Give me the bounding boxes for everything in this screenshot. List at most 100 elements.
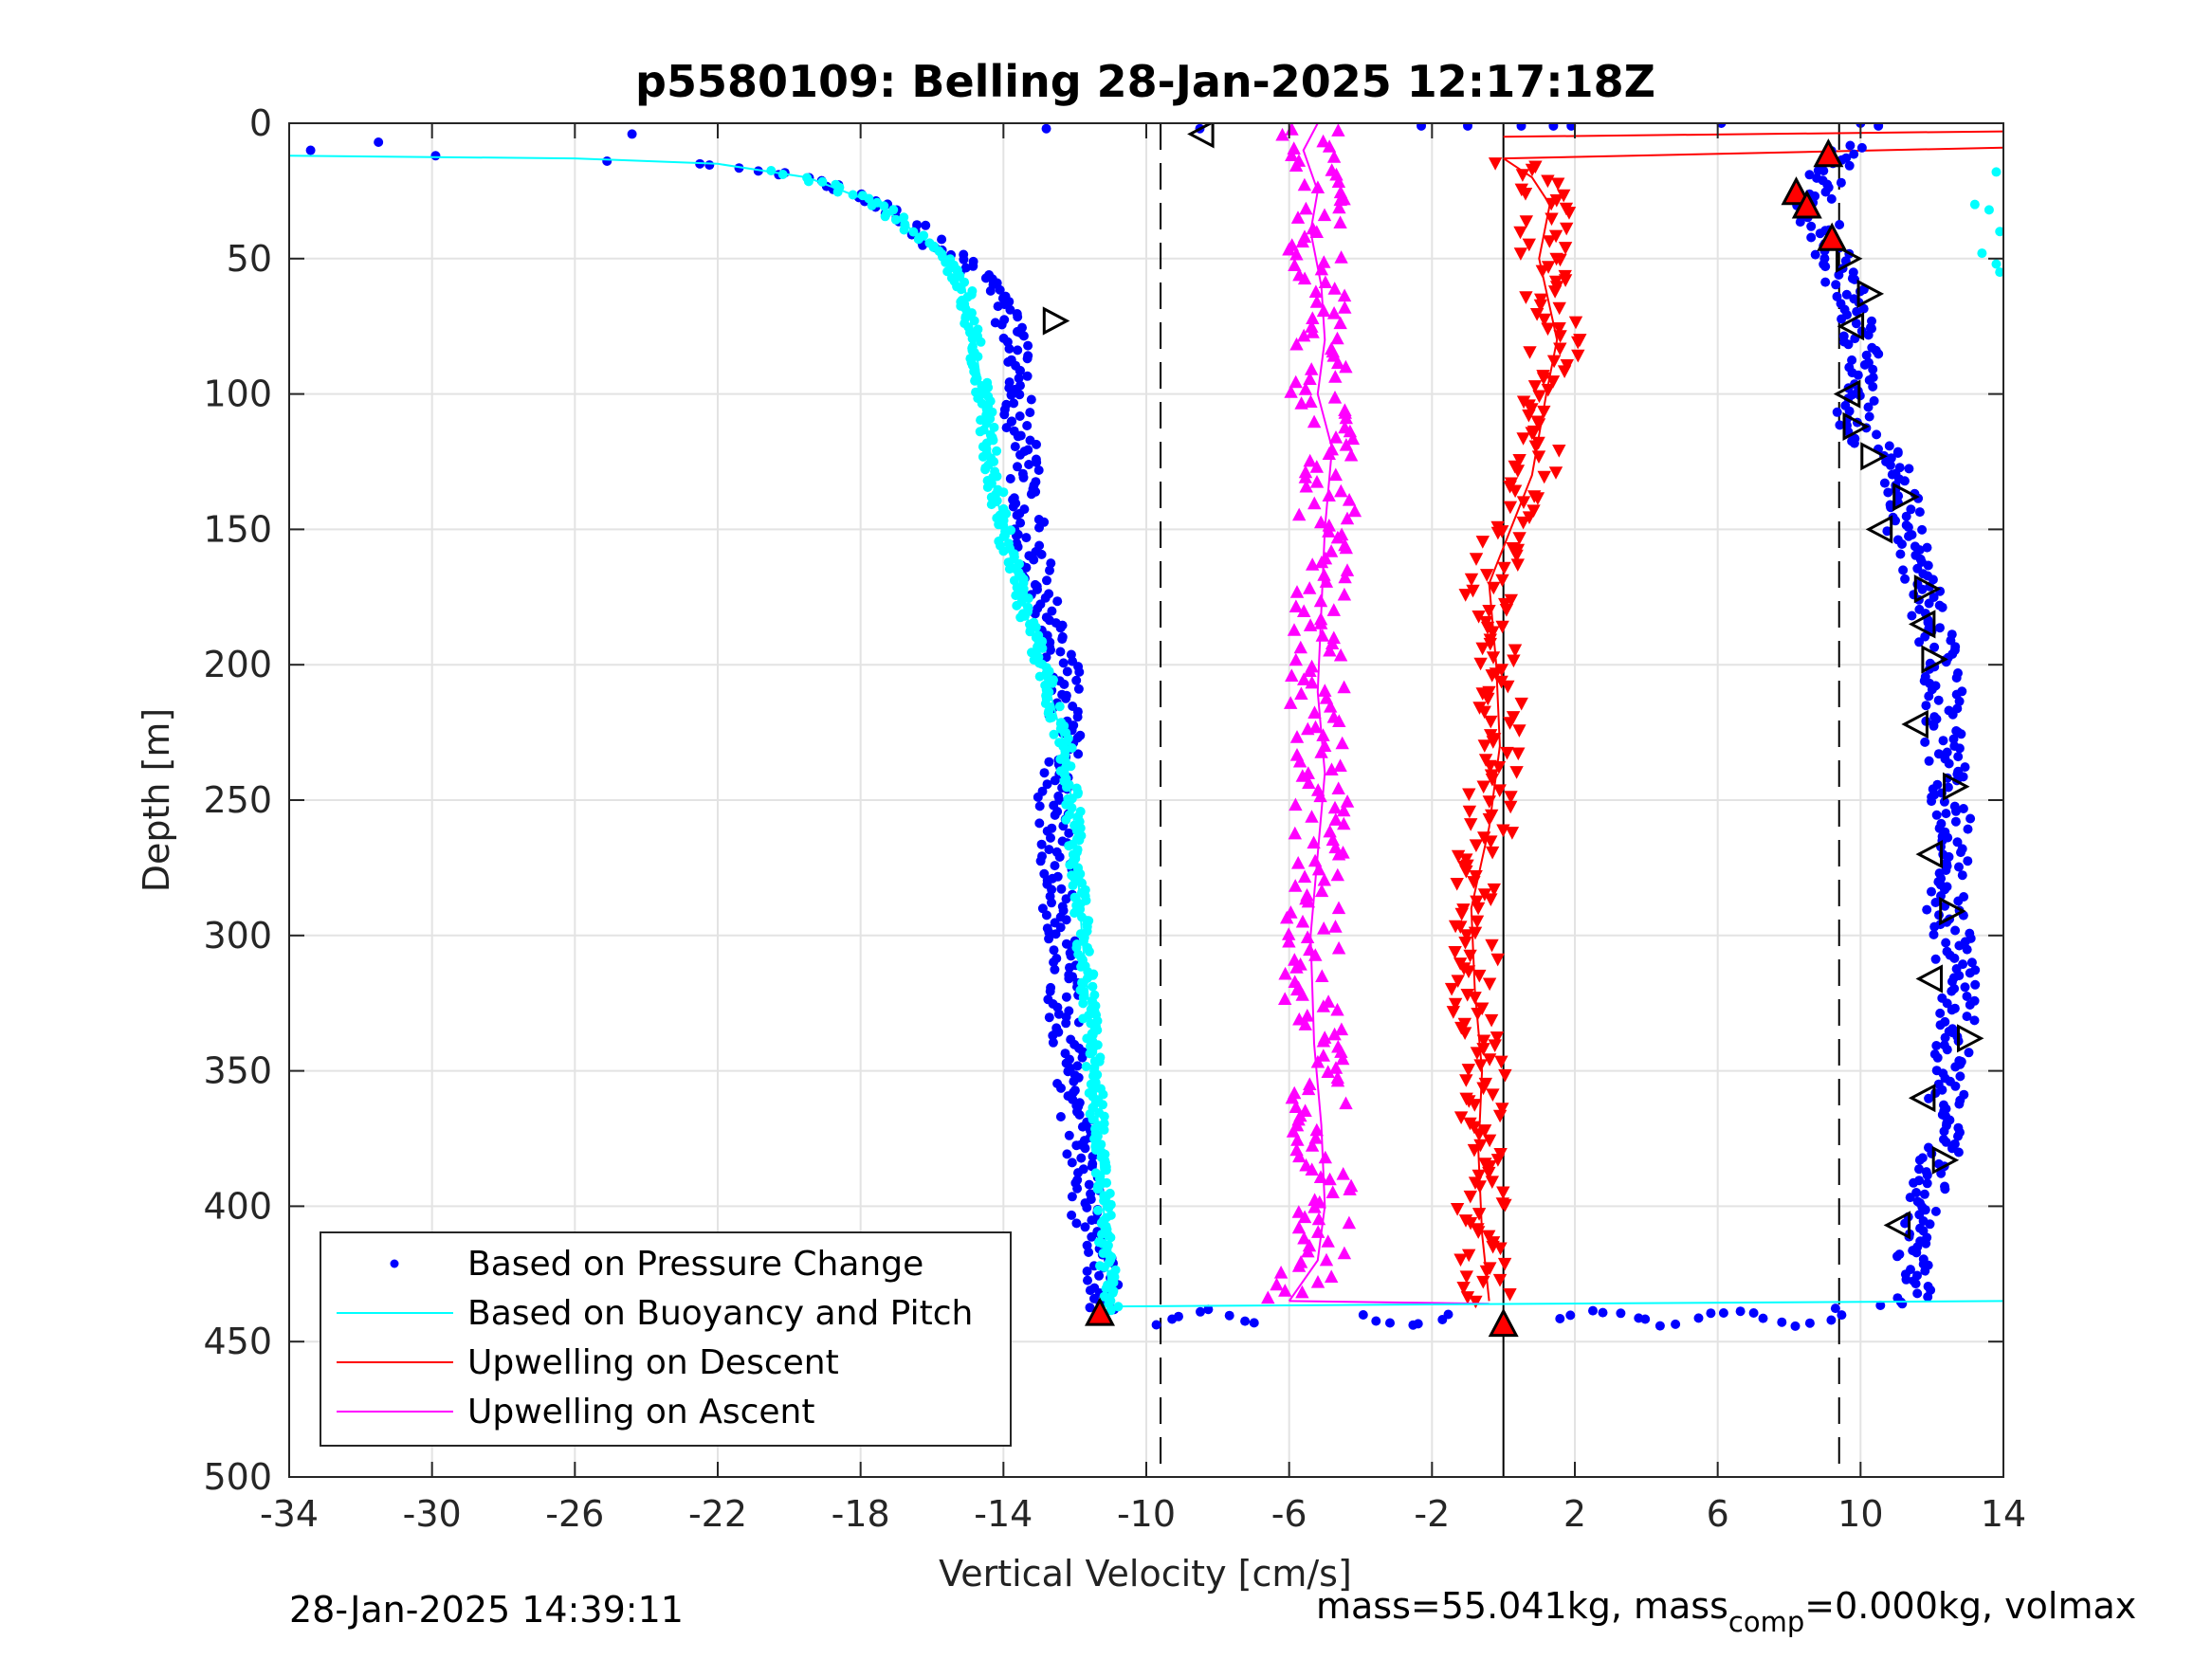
pressure-dot bbox=[1056, 1083, 1066, 1093]
upwelling-descent-marker bbox=[1511, 747, 1526, 761]
filled-up-marker bbox=[1085, 1297, 1115, 1326]
pressure-dot bbox=[1050, 775, 1060, 786]
pressure-dot bbox=[1917, 584, 1928, 594]
pressure-dot bbox=[1055, 922, 1066, 933]
pressure-dot bbox=[1044, 1012, 1054, 1023]
pressure-dot bbox=[1033, 465, 1044, 475]
upwelling-descent-marker bbox=[1472, 1226, 1486, 1239]
pressure-dot bbox=[1029, 555, 1039, 565]
pressure-dot bbox=[1050, 964, 1060, 975]
upwelling-ascent-marker bbox=[1321, 1234, 1335, 1248]
upwelling-descent-marker bbox=[1510, 558, 1525, 572]
pressure-dot bbox=[1856, 142, 1867, 153]
pressure-dot bbox=[1951, 673, 1962, 683]
pressure-dot bbox=[1203, 1304, 1214, 1315]
pressure-dot bbox=[1843, 339, 1854, 350]
upwelling-ascent-marker bbox=[1289, 374, 1303, 389]
pressure-dot bbox=[1856, 286, 1865, 297]
pressure-dot bbox=[1516, 123, 1526, 131]
upwelling-ascent-marker bbox=[1342, 493, 1357, 506]
pressure-dot bbox=[1082, 1267, 1092, 1276]
upwelling-descent-marker bbox=[1487, 581, 1501, 595]
x-tick-label: 14 bbox=[1981, 1493, 2026, 1535]
buoyancy-pitch-dot bbox=[992, 446, 1002, 456]
upwelling-ascent-marker bbox=[1322, 519, 1336, 532]
pressure-dot bbox=[1820, 277, 1831, 287]
upwelling-ascent-marker bbox=[1290, 210, 1306, 224]
upwelling-ascent-marker bbox=[1303, 618, 1318, 631]
hollow-triangle-marker bbox=[1892, 483, 1920, 512]
pressure-dot bbox=[1939, 1126, 1949, 1137]
hollow-triangle-marker bbox=[1836, 244, 1863, 273]
upwelling-descent-marker bbox=[1490, 1031, 1505, 1045]
upwelling-ascent-marker bbox=[1339, 1096, 1353, 1110]
pressure-dot bbox=[1929, 720, 1939, 731]
pressure-dot bbox=[1942, 998, 1952, 1009]
pressure-dot bbox=[1820, 262, 1831, 272]
upwelling-descent-marker bbox=[1456, 1282, 1471, 1295]
pressure-dot bbox=[1080, 1143, 1090, 1154]
upwelling-descent-marker bbox=[1477, 888, 1492, 902]
hollow-triangle-marker bbox=[1908, 1084, 1936, 1113]
upwelling-ascent-marker bbox=[1294, 686, 1308, 700]
hollow-triangle-marker bbox=[1931, 1145, 1960, 1175]
pressure-dot bbox=[1052, 596, 1063, 607]
upwelling-descent-line bbox=[1503, 130, 2003, 138]
pressure-dot bbox=[1914, 507, 1925, 518]
pressure-dot bbox=[1009, 398, 1019, 409]
upwelling-ascent-marker bbox=[1306, 325, 1320, 338]
upwelling-descent-marker bbox=[1519, 291, 1533, 304]
pressure-dot bbox=[1849, 149, 1859, 159]
pressure-dot bbox=[704, 160, 715, 171]
pressure-dot bbox=[1062, 1149, 1072, 1159]
upwelling-ascent-marker bbox=[1278, 966, 1292, 980]
pressure-dot bbox=[1548, 123, 1559, 131]
pressure-dot bbox=[1927, 886, 1936, 897]
pressure-dot bbox=[1806, 232, 1817, 243]
x-tick-label: -34 bbox=[260, 1493, 319, 1535]
pressure-dot bbox=[1804, 1318, 1815, 1328]
y-tick-label: 450 bbox=[203, 1321, 272, 1362]
upwelling-descent-marker bbox=[1463, 1190, 1477, 1204]
pressure-dot bbox=[1899, 476, 1910, 486]
pressure-dot bbox=[1061, 1018, 1071, 1029]
upwelling-descent-marker bbox=[1477, 705, 1491, 720]
upwelling-ascent-marker bbox=[1338, 301, 1352, 314]
upwelling-descent-marker bbox=[1501, 680, 1515, 694]
upwelling-descent-marker bbox=[1483, 1160, 1497, 1174]
pressure-dot bbox=[1836, 177, 1846, 188]
pressure-dot bbox=[1837, 314, 1847, 324]
upwelling-ascent-marker bbox=[1311, 862, 1326, 876]
mass-subscript: comp bbox=[1728, 1606, 1805, 1638]
pressure-dot bbox=[1954, 743, 1965, 754]
upwelling-ascent-marker bbox=[1303, 372, 1317, 385]
buoyancy-pitch-dot bbox=[1084, 946, 1094, 957]
upwelling-descent-marker bbox=[1472, 1180, 1487, 1194]
buoyancy-pitch-dot bbox=[1064, 841, 1074, 851]
upwelling-ascent-marker bbox=[1307, 496, 1322, 510]
buoyancy-pitch-dot bbox=[973, 324, 983, 335]
pressure-dot bbox=[1015, 411, 1025, 421]
pressure-dot bbox=[602, 155, 612, 166]
upwelling-descent-marker bbox=[1486, 736, 1500, 749]
upwelling-descent-marker bbox=[1552, 301, 1566, 316]
buoyancy-pitch-dot bbox=[1045, 713, 1055, 723]
pressure-dot bbox=[1859, 359, 1870, 370]
pressure-dot bbox=[1598, 1307, 1608, 1318]
legend-swatch-pressure bbox=[390, 1259, 399, 1268]
upwelling-descent-marker bbox=[1548, 229, 1563, 244]
buoyancy-pitch-dot bbox=[980, 465, 991, 475]
upwelling-descent-marker bbox=[1571, 349, 1585, 363]
pressure-dot bbox=[1061, 894, 1071, 904]
legend-label: Upwelling on Descent bbox=[467, 1343, 839, 1382]
pressure-dot bbox=[1006, 390, 1016, 400]
upwelling-descent-marker bbox=[1482, 1166, 1496, 1180]
upwelling-descent-marker bbox=[1463, 1216, 1478, 1231]
pressure-dot bbox=[1925, 1219, 1935, 1230]
upwelling-ascent-marker bbox=[1339, 438, 1354, 451]
upwelling-ascent-marker bbox=[1303, 581, 1317, 594]
pressure-dot bbox=[1962, 944, 1972, 955]
upwelling-ascent-marker bbox=[1333, 192, 1347, 207]
pressure-dot bbox=[1810, 249, 1820, 260]
buoyancy-pitch-dot bbox=[1061, 814, 1071, 825]
